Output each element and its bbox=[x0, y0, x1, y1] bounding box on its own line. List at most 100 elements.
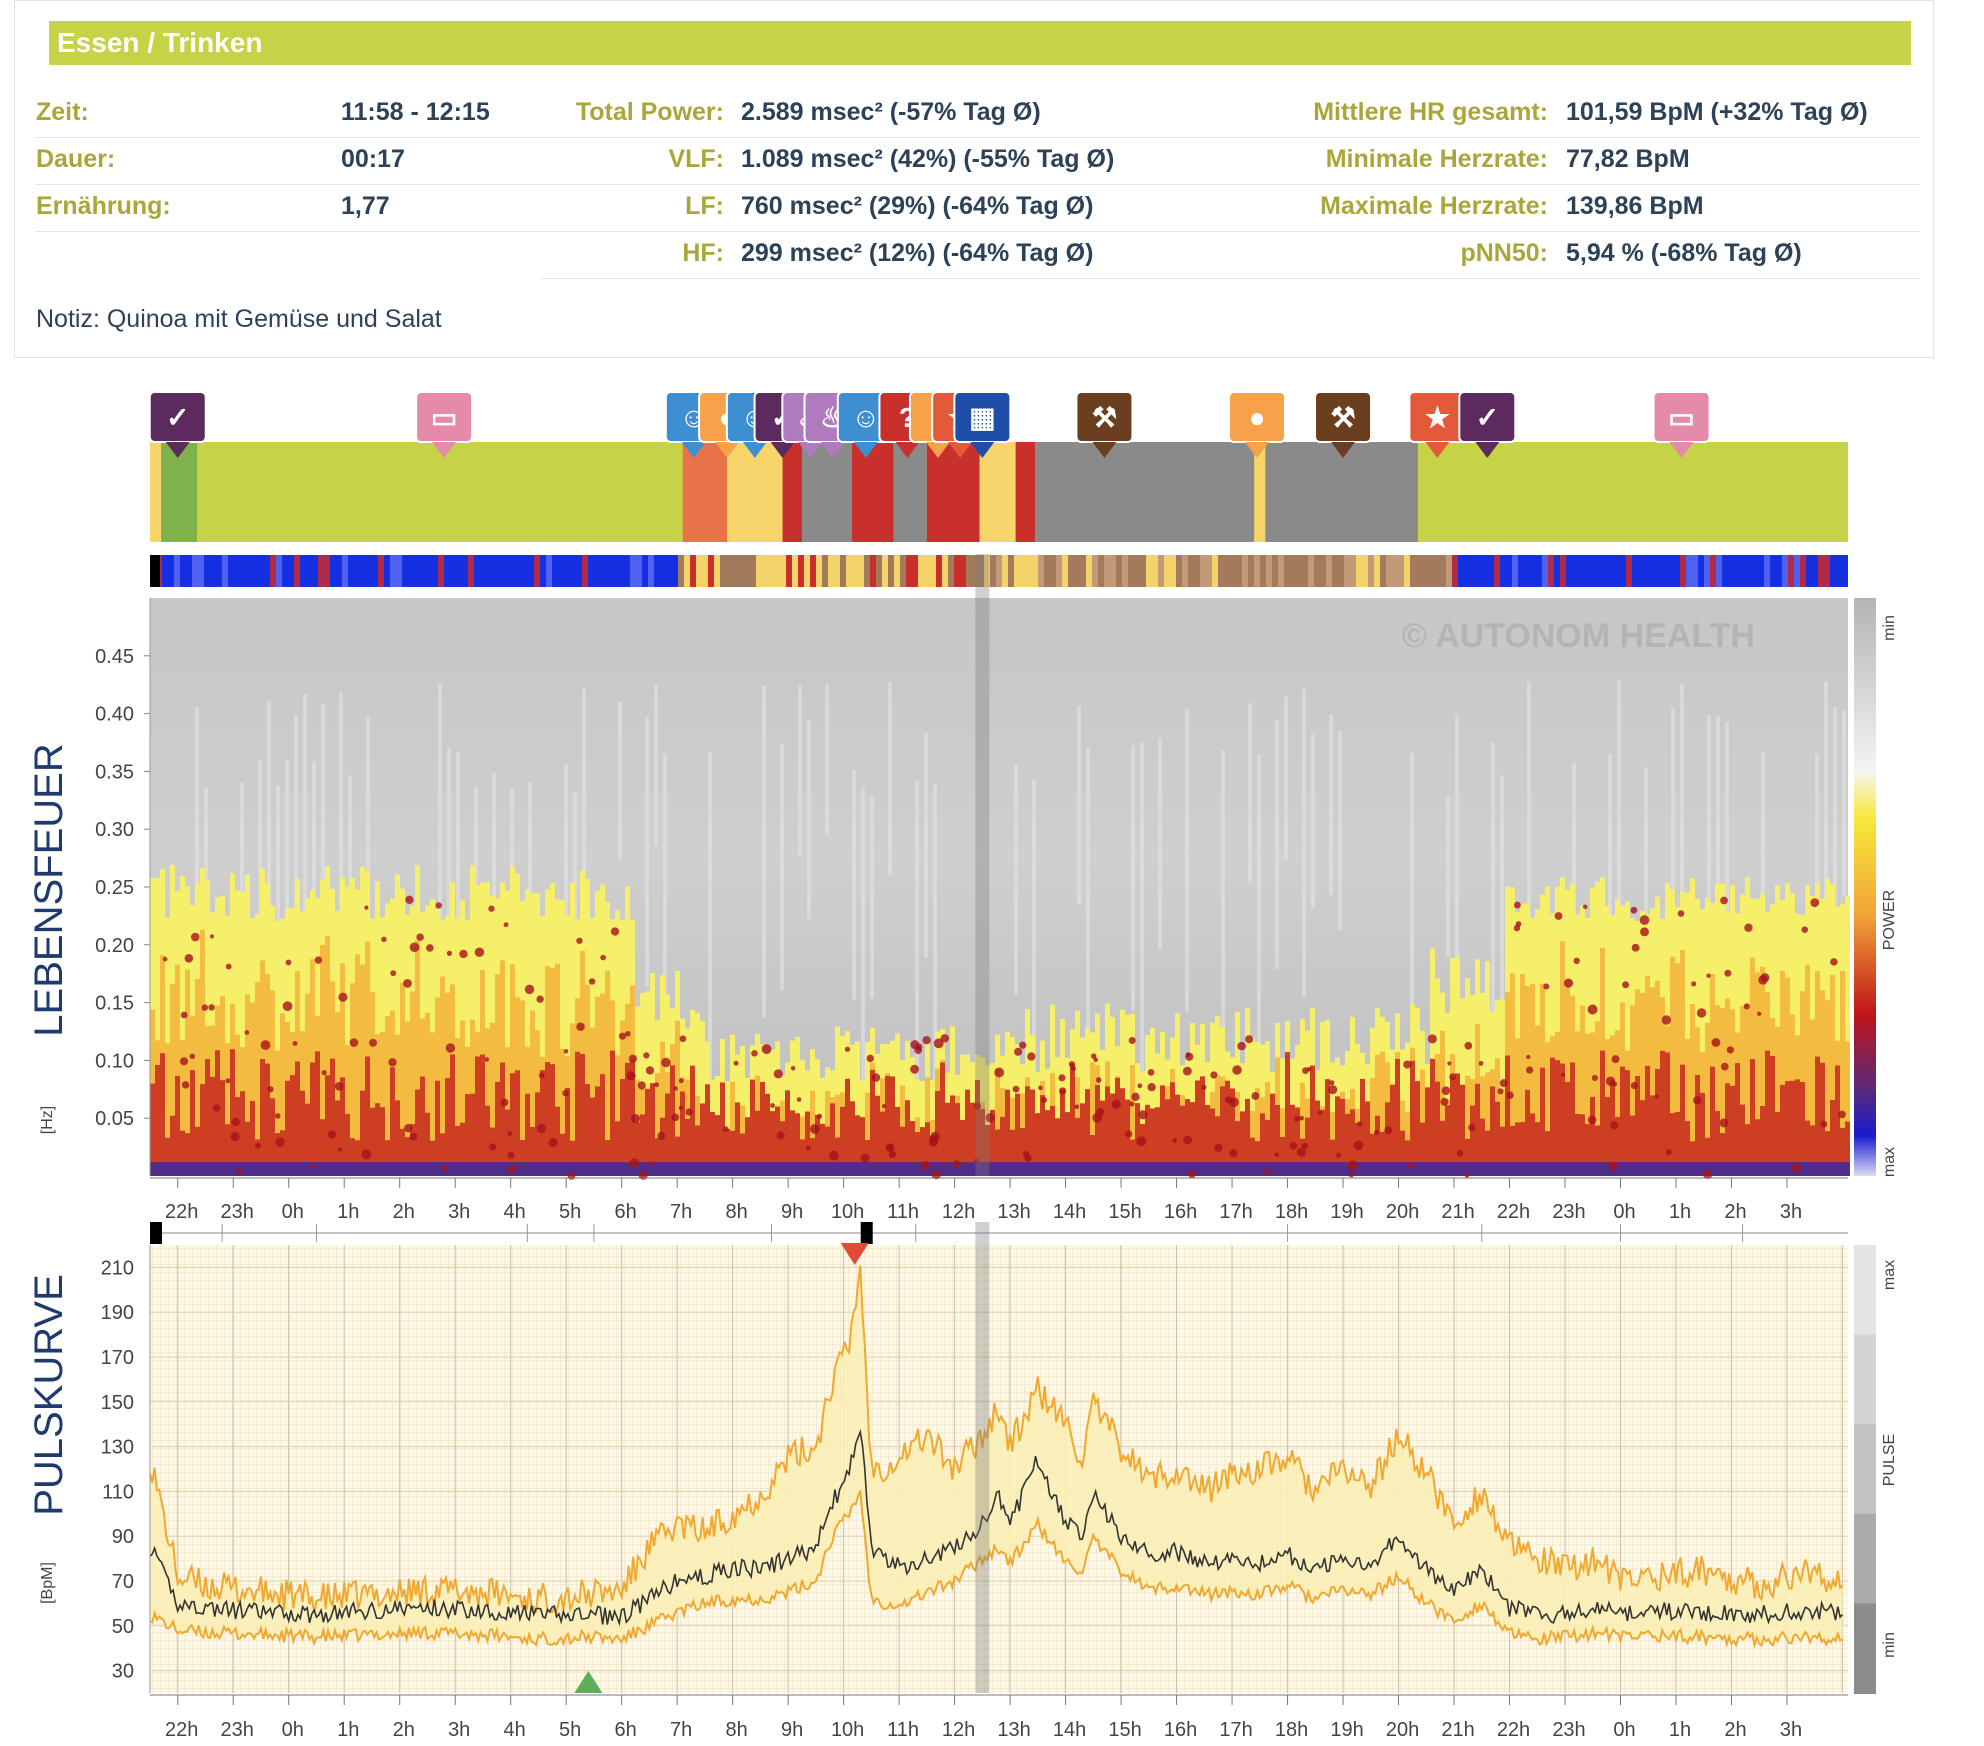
hrv-strip-segment bbox=[1320, 555, 1326, 587]
spectrogram-red bbox=[1835, 1065, 1840, 1176]
hrv-strip-segment bbox=[1074, 555, 1080, 587]
hrv-strip-segment bbox=[234, 555, 240, 587]
spectrogram-red bbox=[525, 1093, 530, 1176]
spectrogram-blue bbox=[915, 1162, 920, 1176]
spectrogram-hotspot bbox=[213, 1104, 221, 1112]
spectrogram-blue bbox=[1125, 1162, 1130, 1176]
spectrogram-red bbox=[1150, 1108, 1155, 1176]
spectrogram-red bbox=[1580, 1114, 1585, 1176]
spectrogram-hotspot bbox=[809, 1123, 820, 1134]
spectrogram-hotspot bbox=[931, 1170, 941, 1180]
spectrogram-orange bbox=[400, 982, 405, 1176]
hrv-strip-segment bbox=[1536, 555, 1542, 587]
spectrogram-red bbox=[1715, 1111, 1720, 1176]
spectrogram-streak bbox=[1158, 737, 1162, 950]
sleep-moon-icon[interactable]: ✓ bbox=[1458, 391, 1517, 458]
y-tick-label: 170 bbox=[101, 1347, 134, 1369]
hrv-strip-segment bbox=[1404, 555, 1410, 587]
spectrogram-streak bbox=[1131, 745, 1135, 1011]
work-icon[interactable]: ⚒ bbox=[1075, 391, 1134, 458]
spectrogram-red bbox=[250, 1101, 255, 1176]
spectrogram-hotspot bbox=[1136, 1136, 1147, 1147]
spectrogram-hotspot bbox=[244, 1030, 250, 1035]
hrv-strip-segment bbox=[1632, 555, 1638, 587]
hrv-strip-segment bbox=[714, 555, 720, 587]
spectrogram-red bbox=[390, 1067, 395, 1176]
hrv-strip-segment bbox=[1158, 555, 1164, 587]
spectrogram-blue bbox=[950, 1162, 955, 1176]
hrv-strip-segment bbox=[1182, 555, 1188, 587]
spectrogram-blue bbox=[535, 1162, 540, 1176]
spectrogram-red bbox=[1815, 1056, 1820, 1176]
food-icon[interactable]: ● bbox=[1228, 391, 1287, 458]
spectrogram-hotspot bbox=[503, 922, 509, 928]
selected-time-band bbox=[975, 1222, 990, 1693]
spectrogram-red bbox=[845, 1078, 850, 1176]
spectrogram-blue bbox=[1665, 1162, 1670, 1176]
spectrogram-red bbox=[1665, 1052, 1670, 1176]
spectrogram-red bbox=[1115, 1077, 1120, 1176]
bed-icon[interactable]: ▭ bbox=[415, 391, 474, 458]
spectrogram-red bbox=[1250, 1137, 1255, 1176]
spectrogram-blue bbox=[790, 1162, 795, 1176]
hrv-strip-segment bbox=[1638, 555, 1644, 587]
spectrogram-hotspot bbox=[1677, 910, 1685, 917]
spectrogram-yellow bbox=[1250, 1037, 1255, 1176]
spectrogram-hotspot bbox=[1554, 912, 1563, 920]
spectrogram-red bbox=[795, 1113, 800, 1176]
spectrogram-hotspot bbox=[403, 978, 412, 988]
spectrogram-red bbox=[1825, 1131, 1830, 1176]
spectrogram-blue bbox=[1045, 1162, 1050, 1176]
bed-icon[interactable]: ▭ bbox=[1652, 391, 1711, 458]
sleep-moon-icon[interactable]: ✓ bbox=[148, 391, 207, 458]
hrv-strip-segment bbox=[762, 555, 768, 587]
spectrogram-orange bbox=[1720, 1007, 1725, 1176]
spectrogram-blue bbox=[1555, 1162, 1560, 1176]
spectrogram-blue bbox=[930, 1162, 935, 1176]
spectrogram-blue bbox=[295, 1162, 300, 1176]
spectrogram-blue bbox=[1170, 1162, 1175, 1176]
activity-block-stress_orange bbox=[682, 442, 728, 542]
spectrogram-red bbox=[1700, 1092, 1705, 1176]
spectrogram-yellow bbox=[235, 890, 240, 1176]
spectrogram-orange bbox=[1670, 956, 1675, 1176]
spectrogram-yellow bbox=[395, 874, 400, 1176]
hrv-strip-segment bbox=[1362, 555, 1368, 587]
sport-icon[interactable]: ★ bbox=[1408, 391, 1467, 458]
spectrogram-hotspot bbox=[1014, 1047, 1023, 1056]
spectrogram-hotspot bbox=[1125, 1130, 1133, 1138]
hrv-strip-segment bbox=[1698, 555, 1704, 587]
spectrogram-hotspot bbox=[179, 1057, 189, 1066]
hrv-strip-segment bbox=[1398, 555, 1404, 587]
spectrogram-orange bbox=[1640, 992, 1645, 1176]
spectrogram-blue bbox=[1495, 1162, 1500, 1176]
spectrogram-orange bbox=[270, 990, 275, 1176]
hrv-strip-segment bbox=[978, 555, 984, 587]
spectrogram-hotspot bbox=[507, 1131, 513, 1136]
marker-glyph: ▦ bbox=[969, 402, 995, 433]
spectrogram-red bbox=[915, 1132, 920, 1176]
spectrogram-blue bbox=[1215, 1162, 1220, 1176]
spectrogram-blue bbox=[1650, 1162, 1655, 1176]
spectrogram-blue bbox=[550, 1162, 555, 1176]
work-icon[interactable]: ⚒ bbox=[1314, 391, 1373, 458]
keyboard-icon[interactable]: ▦ bbox=[953, 391, 1012, 458]
hrv-strip-segment bbox=[570, 555, 576, 587]
hrv-strip-segment bbox=[1278, 555, 1284, 587]
spectrogram-red bbox=[1820, 1062, 1825, 1176]
spectrogram-blue bbox=[620, 1162, 625, 1176]
spectrogram-blue bbox=[1335, 1162, 1340, 1176]
spectrogram-yellow bbox=[650, 973, 655, 1176]
hrv-strip-segment bbox=[456, 555, 462, 587]
spectrogram-blue bbox=[1770, 1162, 1775, 1176]
spectrogram-hotspot bbox=[1441, 1086, 1451, 1095]
spectrogram-orange bbox=[1780, 970, 1785, 1176]
spectrogram-red bbox=[1575, 1113, 1580, 1176]
spectrogram-red bbox=[585, 1084, 590, 1176]
spectrogram-blue bbox=[1400, 1162, 1405, 1176]
x-tick-label: 19h bbox=[1330, 1719, 1363, 1741]
spectrogram-blue bbox=[1715, 1162, 1720, 1176]
x-tick-label: 13h bbox=[997, 1719, 1030, 1741]
activity-markers[interactable]: ✓▭☺●☺✓♨♨☺?●★▦⚒●⚒★✓▭ bbox=[148, 391, 1711, 458]
spectrogram-streak bbox=[780, 743, 784, 991]
